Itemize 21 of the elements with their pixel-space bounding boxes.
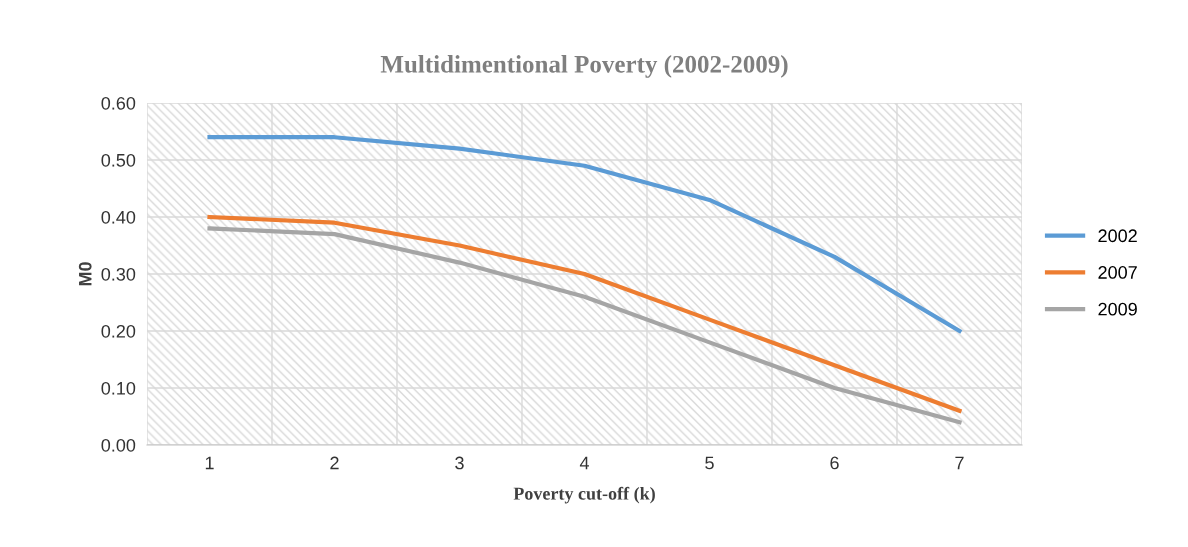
y-tick-label: 0.10 — [101, 381, 136, 395]
y-tick-label: 0.60 — [101, 96, 136, 110]
x-axis-title: Poverty cut-off (k) — [513, 486, 655, 504]
y-tick-label: 0.50 — [101, 153, 136, 167]
x-tick-label: 1 — [205, 456, 214, 470]
line-series — [207, 135, 962, 334]
y-axis-title: M0 — [78, 262, 92, 286]
legend-label: 2007 — [1098, 266, 1137, 279]
x-tick-label: 5 — [705, 456, 714, 470]
y-tick-label: 0.00 — [101, 438, 136, 452]
chart-title: Multidimentional Poverty (2002-2009) — [380, 55, 788, 78]
x-tick-label: 7 — [955, 456, 964, 470]
legend-label: 2002 — [1098, 229, 1137, 243]
x-tick-label: 2 — [330, 456, 339, 470]
legend-label: 2009 — [1098, 302, 1137, 316]
x-tick-label: 4 — [579, 456, 589, 470]
y-tick-label: 0.40 — [101, 210, 136, 224]
x-tick-label: 6 — [830, 456, 839, 470]
y-tick-label: 0.20 — [101, 324, 136, 338]
x-tick-label: 3 — [455, 456, 464, 470]
y-tick-label: 0.30 — [101, 267, 136, 281]
